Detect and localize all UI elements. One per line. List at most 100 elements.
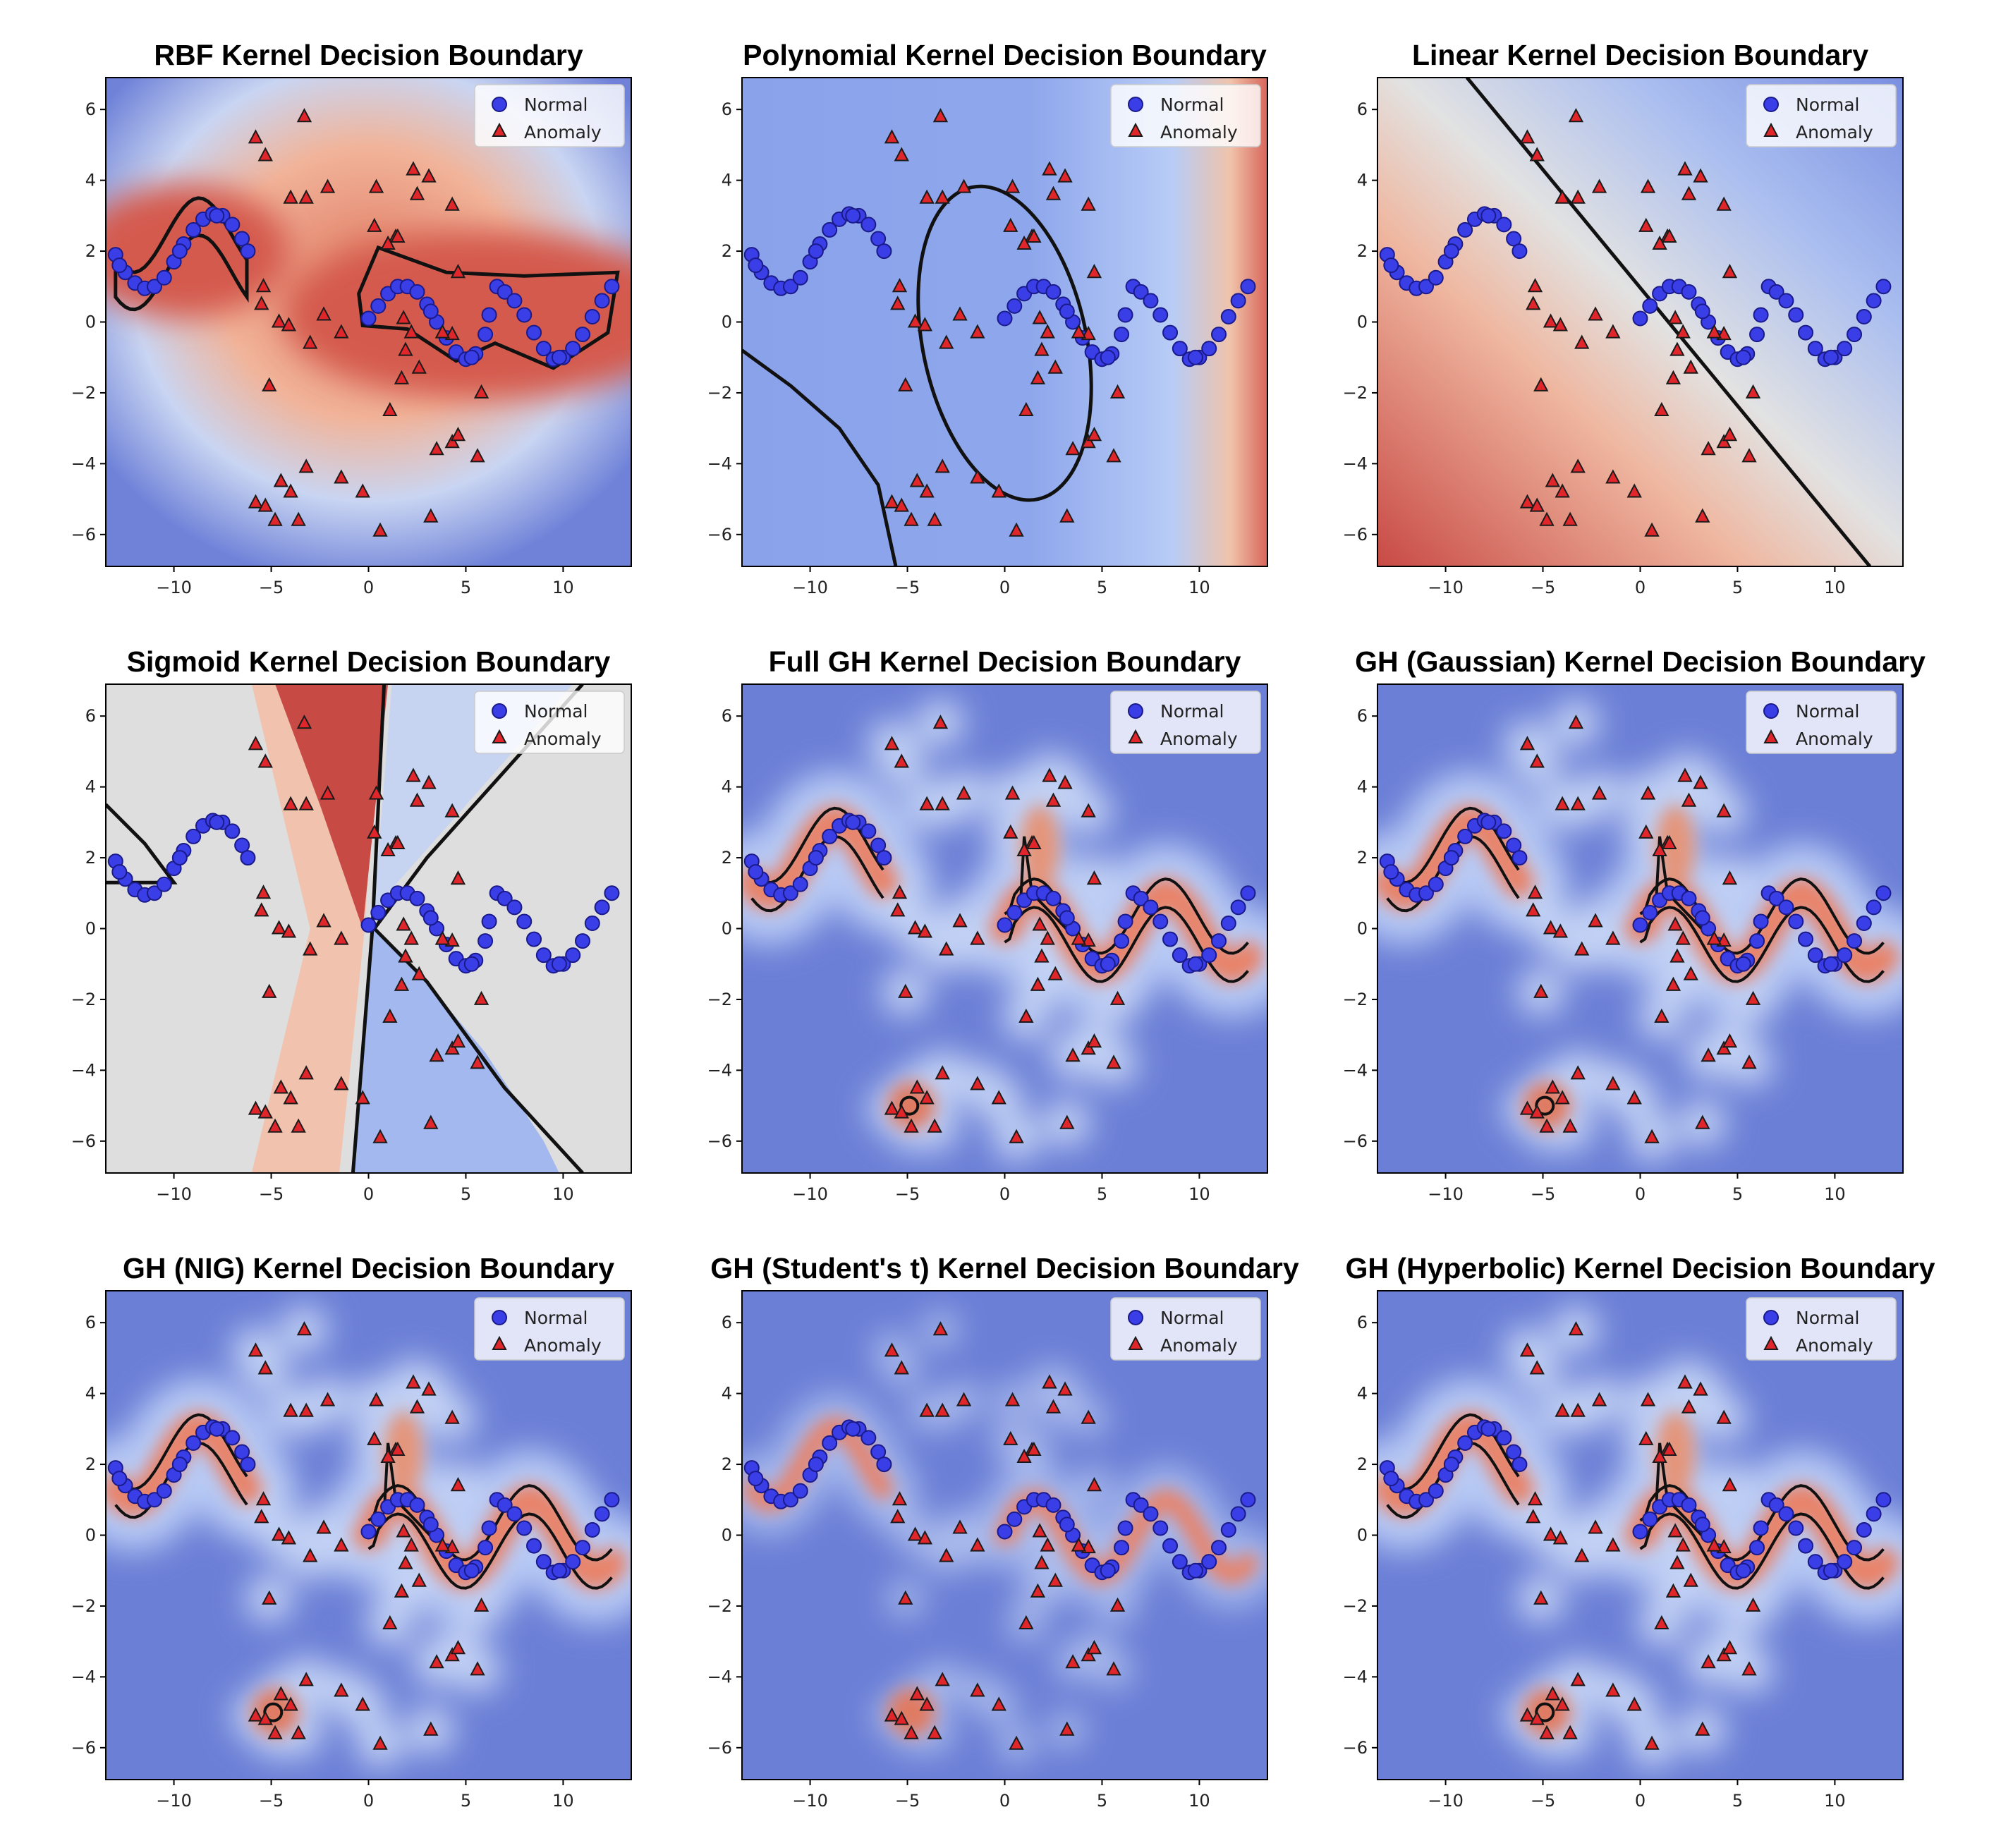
anomaly-point [394, 370, 410, 384]
y-tick-label: −4 [1343, 1060, 1368, 1080]
anomaly-point [406, 767, 421, 782]
anomaly-point [1519, 129, 1535, 144]
normal-point [1847, 1540, 1863, 1556]
anomaly-point [1004, 1392, 1021, 1406]
normal-point [1117, 307, 1133, 323]
panel-title: GH (Gaussian) Kernel Decision Boundary [1355, 645, 1926, 678]
anomaly-point [1042, 1374, 1057, 1389]
anomaly-point [1716, 434, 1732, 449]
anomaly-point [1032, 310, 1047, 324]
anomaly-point [444, 434, 460, 449]
anomaly-point [1570, 1402, 1586, 1417]
anomaly-point [939, 941, 954, 956]
anomaly-point [1722, 427, 1738, 442]
anomaly-point [909, 1079, 925, 1094]
anomaly-point [1638, 824, 1654, 839]
normal-point [478, 327, 494, 343]
legend-anomaly-marker [492, 1335, 507, 1350]
y-tick-label: 2 [722, 848, 732, 868]
anomaly-point [257, 497, 273, 512]
normal-point [1753, 913, 1769, 930]
anomaly-point [1706, 930, 1722, 945]
anomaly-point [1667, 916, 1683, 931]
normal-point [481, 307, 497, 323]
y-tick-label: −6 [707, 1738, 732, 1758]
normal-point [1100, 956, 1116, 972]
normal-point [535, 947, 552, 963]
normal-point [782, 1492, 798, 1508]
anomaly-point [1693, 774, 1708, 789]
normal-point [1778, 899, 1794, 916]
normal-point [526, 324, 542, 341]
anomaly-point [919, 1090, 935, 1105]
anomaly-point [1065, 441, 1081, 456]
anomaly-point [1545, 1686, 1560, 1701]
y-tick-label: 0 [1357, 919, 1368, 939]
anomaly-point [884, 1342, 900, 1357]
anomaly-point [303, 334, 318, 349]
anomaly-point [1016, 1448, 1032, 1464]
legend-anomaly-label: Anomaly [1160, 1335, 1238, 1356]
anomaly-point [470, 1661, 485, 1676]
normal-point [1187, 1562, 1203, 1579]
y-tick-label: 0 [1357, 312, 1368, 332]
y-tick-label: 2 [1357, 241, 1368, 261]
y-tick-label: 2 [85, 241, 96, 261]
normal-point [516, 307, 533, 323]
anomaly-point [1552, 1530, 1569, 1545]
legend-normal-marker [1128, 97, 1143, 112]
anomaly-point [444, 1647, 460, 1662]
anomaly-point [1040, 324, 1055, 339]
anomaly-point [283, 483, 298, 498]
normal-point [234, 837, 250, 853]
anomaly-point [1539, 1118, 1555, 1133]
normal-point [1807, 947, 1823, 963]
score-blob-right [284, 230, 631, 400]
normal-point [845, 1421, 861, 1437]
y-tick-label: −6 [707, 525, 732, 545]
normal-point [808, 850, 824, 866]
anomaly-point [904, 1118, 919, 1133]
normal-point [604, 885, 620, 901]
y-tick-label: −4 [1343, 454, 1368, 473]
plot-area [1377, 684, 1903, 1173]
anomaly-point [429, 1654, 444, 1669]
anomaly-point [1745, 1597, 1761, 1612]
score-region-hot [275, 684, 389, 929]
anomaly-point [884, 494, 900, 509]
normal-point [224, 217, 241, 233]
decision-boundary-curve-0 [106, 803, 178, 885]
anomaly-point [1654, 1615, 1669, 1630]
anomaly-point [1059, 1114, 1075, 1129]
normal-point [1681, 890, 1697, 906]
normal-point [1428, 876, 1444, 892]
anomaly-point [248, 736, 264, 750]
normal-point [1778, 293, 1794, 309]
normal-point [870, 837, 887, 853]
anomaly-point [271, 920, 287, 935]
x-tick-label: −10 [1428, 1184, 1464, 1204]
normal-point [792, 269, 808, 286]
anomaly-point [907, 1526, 923, 1541]
anomaly-point [1539, 1725, 1555, 1739]
normal-point [1506, 1444, 1522, 1460]
x-tick-label: 5 [461, 1184, 471, 1204]
anomaly-point [991, 1090, 1006, 1105]
anomaly-point [1071, 930, 1087, 945]
normal-point [526, 931, 542, 947]
normal-point [1059, 1516, 1075, 1533]
normal-point [535, 1554, 552, 1570]
anomaly-point [1716, 1409, 1732, 1424]
anomaly-point [898, 377, 913, 391]
normal-point [1172, 341, 1188, 357]
normal-point [1187, 956, 1203, 972]
legend-anomaly-marker [1763, 729, 1779, 743]
normal-point [1220, 308, 1236, 324]
anomaly-point [952, 913, 968, 928]
normal-point [1749, 933, 1765, 949]
anomaly-point [262, 983, 277, 998]
anomaly-point [421, 1381, 437, 1396]
anomaly-point [334, 324, 349, 339]
normal-point [1866, 293, 1882, 309]
anomaly-point [411, 1572, 427, 1587]
